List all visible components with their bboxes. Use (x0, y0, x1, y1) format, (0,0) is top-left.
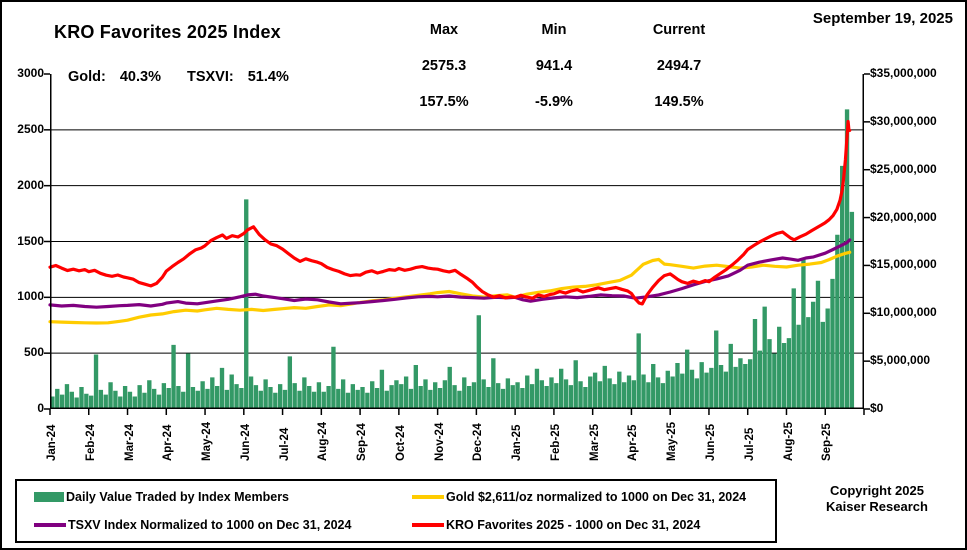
copyright-line1: Copyright 2025 (830, 483, 924, 498)
left-axis-tick-label: 1000 (17, 289, 44, 304)
legend-item-label: KRO Favorites 2025 - 1000 on Dec 31, 202… (446, 518, 701, 532)
right-axis-tick-label: $15,000,000 (870, 257, 937, 272)
x-axis-month-label: Jul-25 (743, 427, 756, 461)
left-axis-tick-label: 2500 (17, 121, 44, 136)
legend-item-tsxv: TSXV Index Normalized to 1000 on Dec 31,… (34, 518, 351, 532)
x-axis-month-label: Sep-24 (356, 423, 369, 461)
chart-canvas (44, 73, 870, 415)
gold-value: 40.3% (119, 69, 161, 85)
x-axis-month-label: Mar-25 (588, 423, 601, 461)
right-axis-tick-label: $35,000,000 (870, 66, 937, 80)
legend-item-gold: Gold $2,611/oz normalized to 1000 on Dec… (412, 490, 746, 504)
x-axis-month-label: Feb-25 (549, 423, 562, 461)
volume-bars (50, 109, 855, 409)
page-title: KRO Favorites 2025 Index (54, 22, 281, 42)
chart-plot-area (44, 73, 870, 415)
legend-item-daily-value: Daily Value Traded by Index Members (34, 490, 289, 504)
x-axis-month-label: Apr-24 (162, 424, 175, 461)
max-header: Max (429, 22, 459, 38)
current-header: Current (652, 22, 706, 38)
min-header: Min (541, 22, 567, 38)
series-line (48, 238, 852, 309)
legend-item-label: Gold $2,611/oz normalized to 1000 on Dec… (446, 490, 747, 504)
daily-value-swatch (34, 492, 64, 502)
legend-box: Daily Value Traded by Index Members Gold… (15, 479, 777, 543)
left-axis-tick-label: 3000 (17, 66, 44, 80)
copyright: Copyright 2025 Kaiser Research (802, 483, 952, 515)
x-axis-month-label: Apr-25 (627, 424, 640, 461)
legend-item-label: TSXV Index Normalized to 1000 on Dec 31,… (68, 518, 352, 532)
tsxvi-label: TSXVI: (186, 69, 234, 85)
min-index-value: 941.4 (535, 58, 573, 74)
current-percent-value: 149.5% (654, 94, 704, 110)
max-index-value: 2575.3 (421, 58, 467, 74)
left-axis-tick-label: 1500 (17, 233, 44, 248)
x-axis-month-label: Jan-25 (511, 424, 524, 461)
x-axis-month-label: Oct-24 (394, 425, 407, 461)
current-index-value: 2494.7 (656, 58, 702, 74)
gold-line-swatch (412, 495, 444, 499)
x-axis-month-label: Nov-24 (433, 422, 446, 461)
stat-column-min: Min 941.4 -5.9% (499, 12, 609, 120)
right-axis-tick-label: $10,000,000 (870, 305, 937, 320)
max-percent-value: 157.5% (419, 94, 469, 110)
stat-column-current: Current 2494.7 149.5% (624, 12, 734, 120)
right-axis-tick-label: $25,000,000 (870, 161, 937, 176)
x-axis-month-label: Dec-24 (472, 423, 485, 461)
x-axis-month-label: Aug-24 (317, 422, 330, 461)
benchmark-summary: Gold: 40.3% TSXVI: 51.4% (68, 69, 289, 85)
kro-line-swatch (412, 523, 444, 527)
report-date: September 19, 2025 (812, 10, 953, 27)
gold-label: Gold: (68, 69, 106, 85)
x-axis-month-label: Aug-25 (782, 422, 795, 461)
series-line (48, 250, 852, 325)
legend-item-kro: KRO Favorites 2025 - 1000 on Dec 31, 202… (412, 518, 700, 532)
series-line (48, 119, 852, 306)
legend-item-label: Daily Value Traded by Index Members (66, 490, 290, 504)
x-axis-month-label: Feb-24 (84, 423, 97, 461)
x-axis-month-label: May-24 (201, 422, 213, 461)
left-axis-tick-label: 500 (23, 345, 44, 360)
x-axis-month-label: Jan-24 (46, 424, 58, 461)
left-axis-tick-label: 2000 (17, 177, 44, 192)
left-axis-tick-label: 0 (37, 401, 44, 415)
x-axis-month-label: Jun-25 (705, 423, 717, 461)
right-axis-tick-label: $30,000,000 (870, 113, 937, 128)
x-axis-month-label: Jul-24 (278, 427, 291, 461)
x-axis-month-label: Jun-24 (239, 423, 252, 461)
min-percent-value: -5.9% (535, 94, 573, 110)
right-axis-tick-label: $5,000,000 (870, 353, 931, 368)
tsxvi-value: 51.4% (247, 69, 289, 85)
right-axis-tick-label: $20,000,000 (870, 209, 937, 224)
x-axis-month-label: May-25 (666, 422, 679, 461)
right-axis-tick-label: $0 (870, 401, 884, 415)
x-axis-month-label: Sep-25 (821, 423, 834, 461)
x-axis-month-label: Mar-24 (123, 423, 136, 461)
stat-column-max: Max 2575.3 157.5% (389, 12, 499, 120)
tsxv-line-swatch (34, 523, 66, 527)
copyright-line2: Kaiser Research (826, 499, 928, 514)
